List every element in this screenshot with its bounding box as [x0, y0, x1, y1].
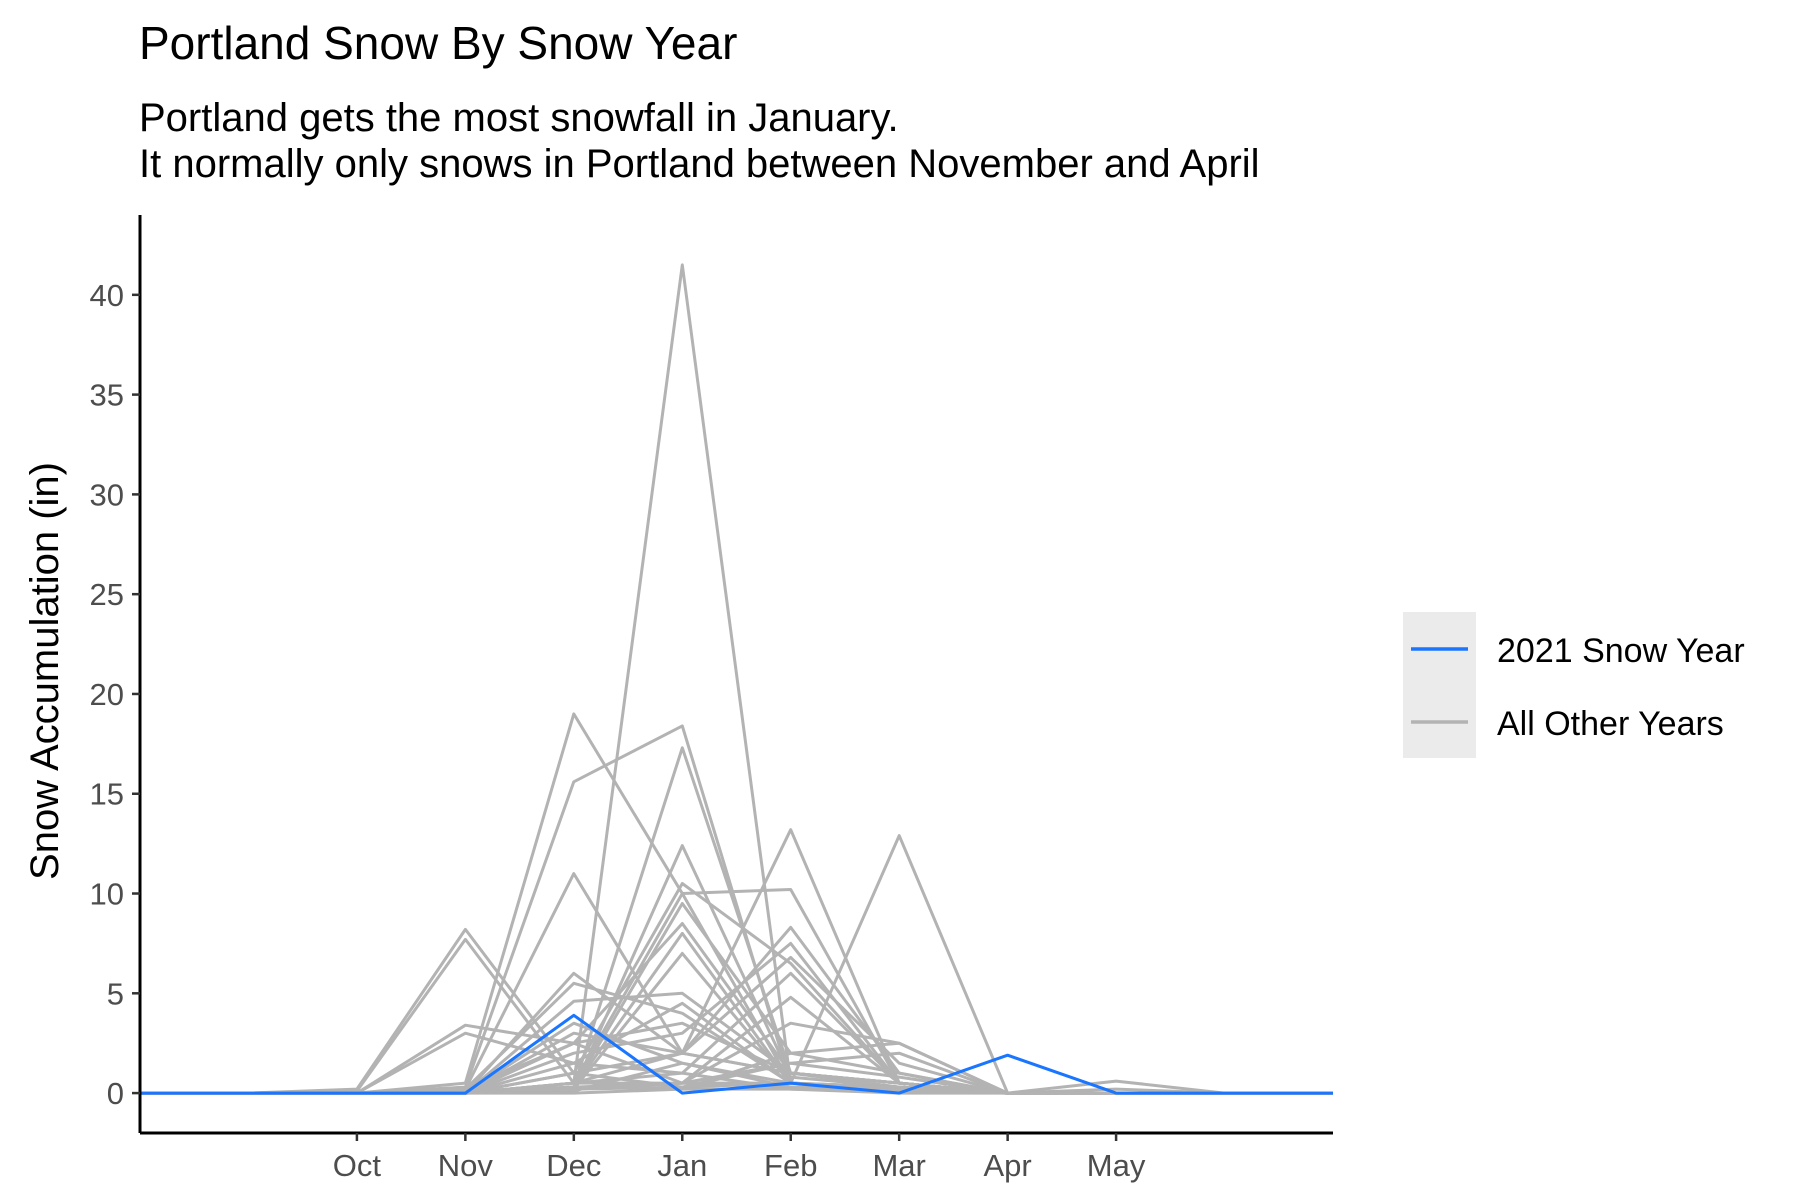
highlight-year-series: [140, 1013, 1333, 1095]
x-tick-label: Feb: [764, 1148, 817, 1183]
highlight-year-line: [140, 1013, 1333, 1095]
legend-label-highlight: 2021 Snow Year: [1497, 632, 1745, 670]
x-axis-ticks: Oct Nov Dec Jan Feb Mar Apr May: [333, 1133, 1146, 1183]
other-year-line: [140, 927, 1333, 1095]
x-tick-label: Oct: [333, 1148, 382, 1183]
legend: 2021 Snow Year All Other Years: [1403, 612, 1745, 758]
y-tick-label: 30: [90, 477, 124, 512]
other-year-line: [140, 995, 1333, 1095]
y-tick-label: 15: [90, 777, 124, 812]
x-tick-label: Nov: [438, 1148, 494, 1183]
x-tick-label: May: [1087, 1148, 1146, 1183]
y-axis-label: Snow Accumulation (in): [23, 462, 67, 880]
x-tick-label: Jan: [657, 1148, 707, 1183]
x-tick-label: Apr: [984, 1148, 1032, 1183]
y-tick-label: 0: [107, 1076, 124, 1111]
y-tick-label: 25: [90, 577, 124, 612]
y-tick-label: 10: [90, 877, 124, 912]
chart-title: Portland Snow By Snow Year: [139, 17, 738, 69]
y-axis-ticks: 0 5 10 15 20 25 30 35 40: [90, 278, 140, 1111]
legend-key-background: [1403, 612, 1476, 758]
x-tick-label: Dec: [546, 1148, 601, 1183]
other-year-line: [140, 263, 1333, 1095]
other-year-line: [140, 844, 1333, 1095]
chart-subtitle-line-1: Portland gets the most snowfall in Janua…: [139, 96, 899, 140]
y-tick-label: 40: [90, 278, 124, 313]
x-tick-label: Mar: [872, 1148, 925, 1183]
chart-axes: [138, 215, 1333, 1135]
y-tick-label: 20: [90, 677, 124, 712]
y-tick-label: 5: [107, 976, 124, 1011]
chart-subtitle-line-2: It normally only snows in Portland betwe…: [139, 142, 1260, 186]
y-tick-label: 35: [90, 378, 124, 413]
other-years-series: [140, 263, 1333, 1095]
other-year-line: [140, 931, 1333, 1095]
legend-label-other: All Other Years: [1497, 705, 1724, 743]
